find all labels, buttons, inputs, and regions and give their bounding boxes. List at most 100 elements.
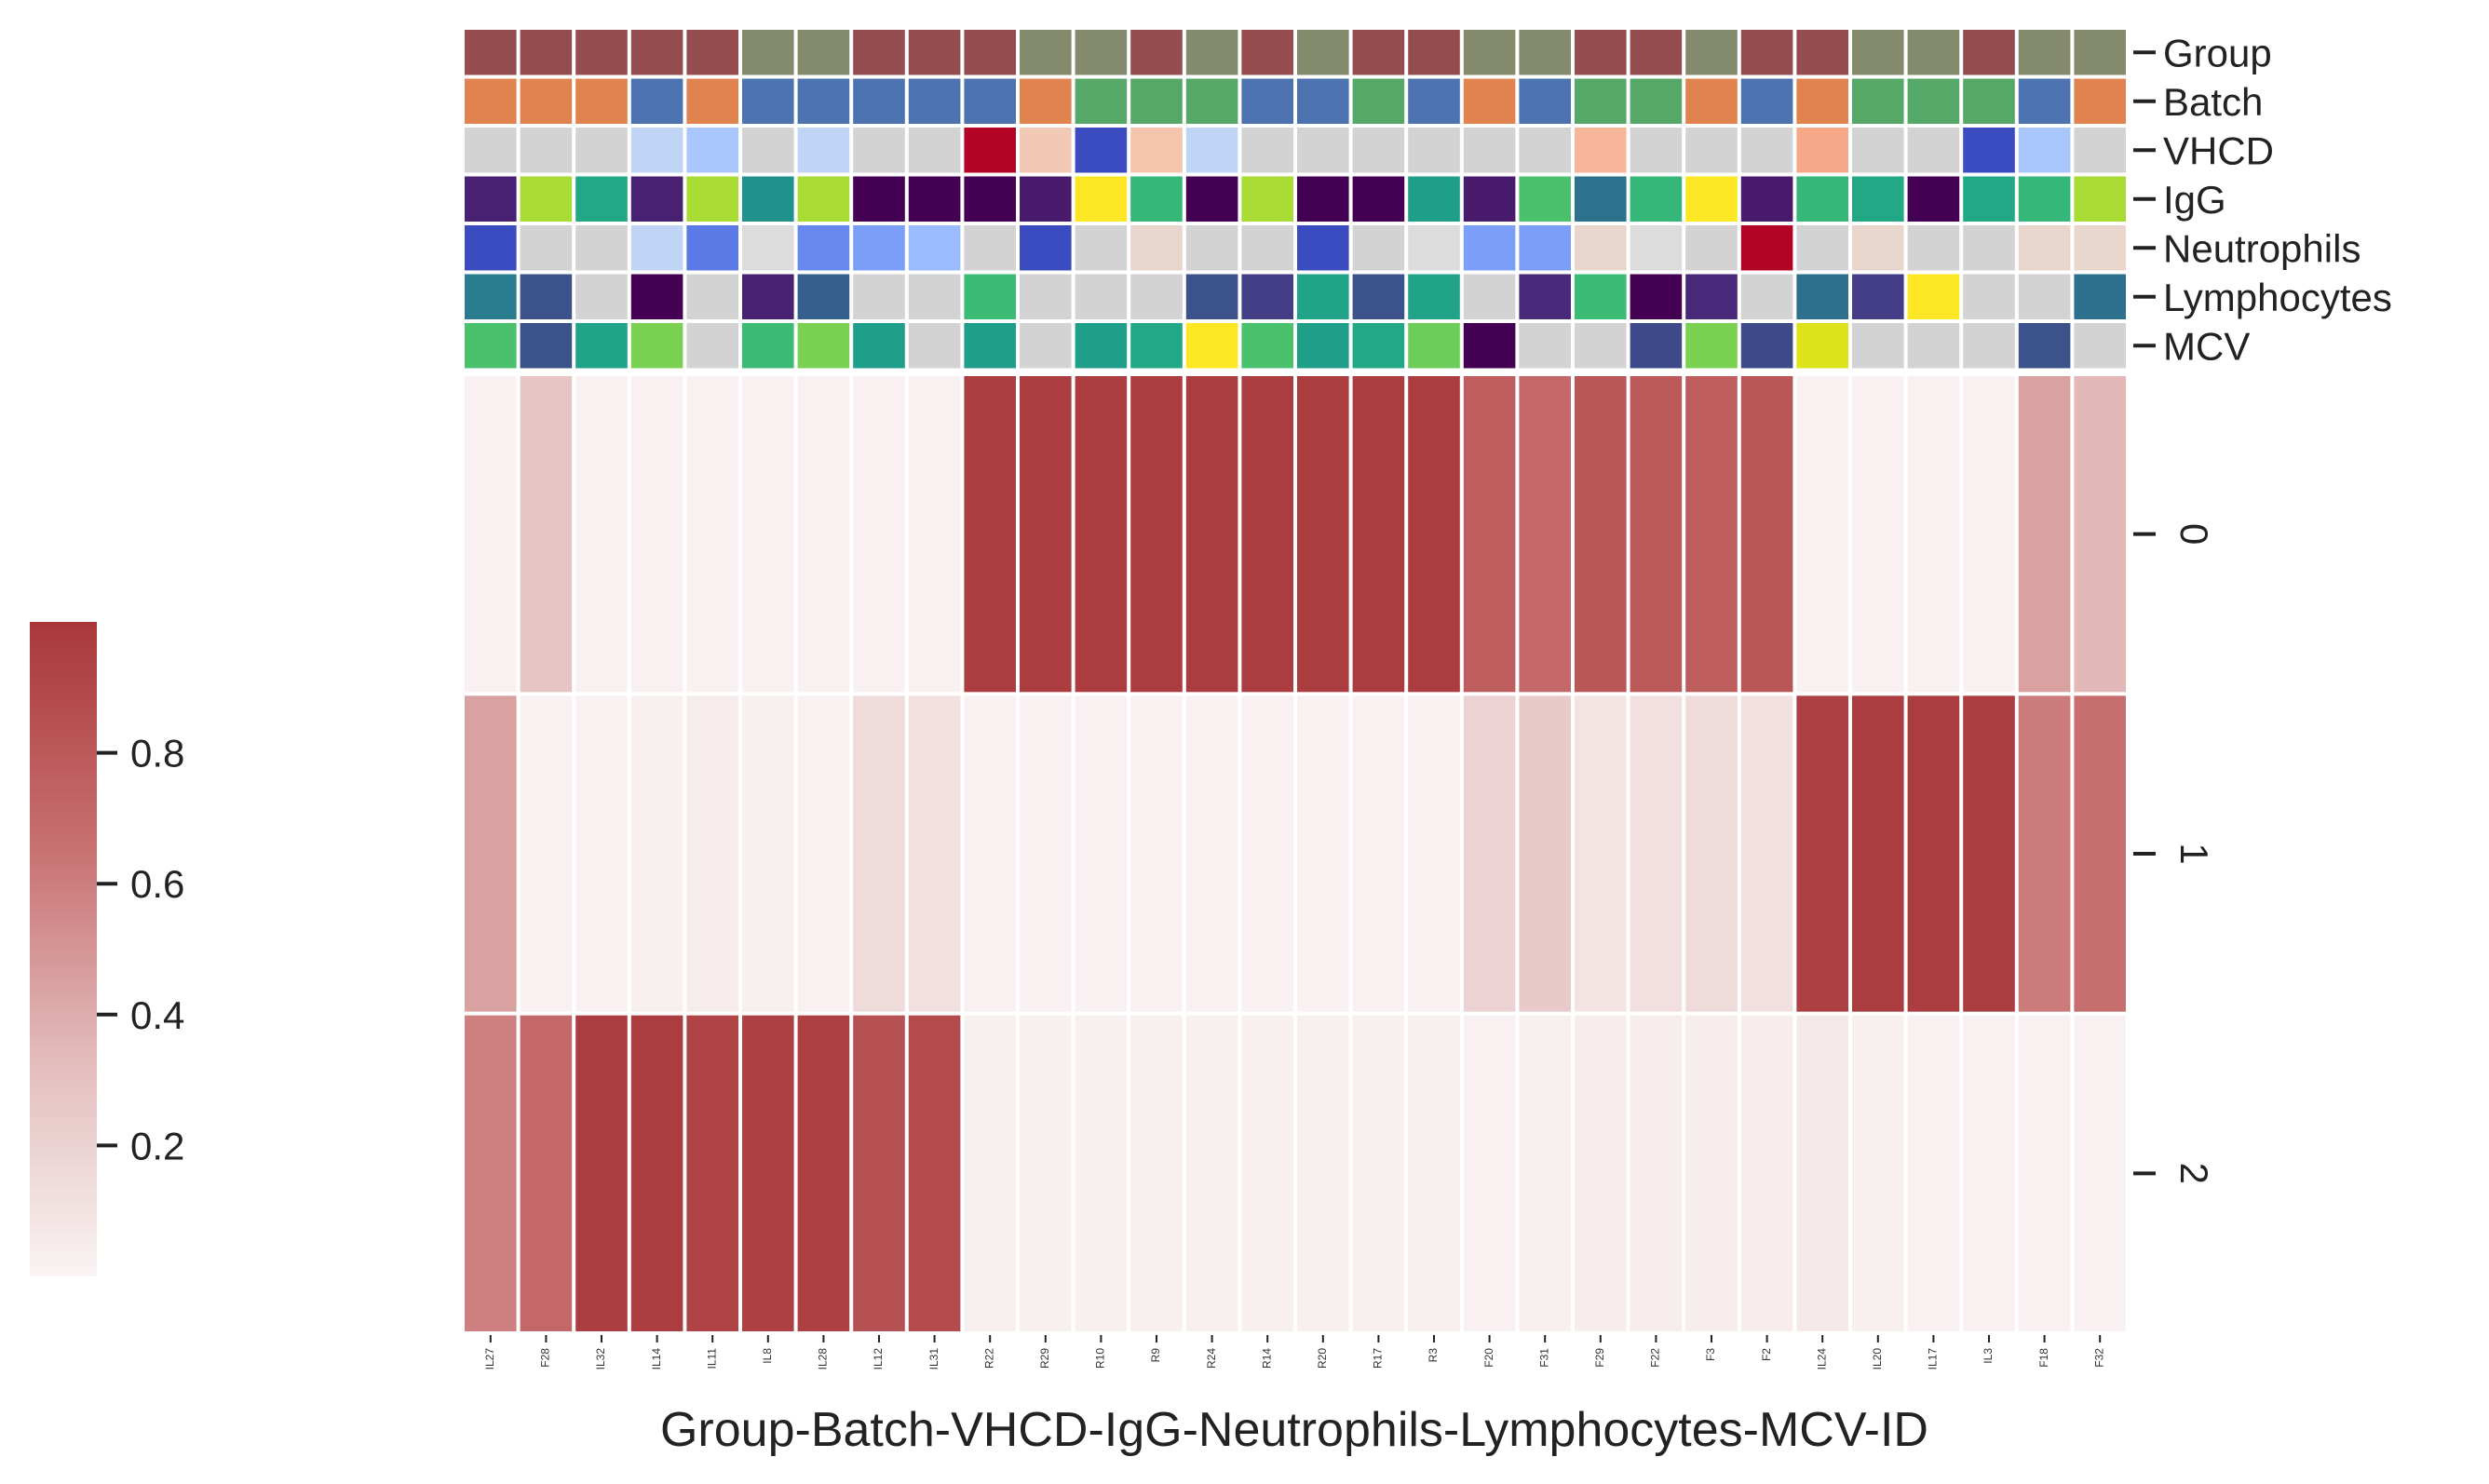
annotation-cell-igg-il14: [630, 176, 683, 222]
annotation-cell-vhcd-f3: [1685, 128, 1738, 173]
annotation-cell-igg-il28: [797, 176, 850, 222]
annotation-cell-igg-r3: [1408, 176, 1460, 222]
annotation-cell-group-f29: [1575, 30, 1627, 75]
annotation-cell-lymphocytes-r20: [1297, 274, 1349, 319]
heatmap-cell-r0-il8: [742, 376, 794, 693]
annotation-cell-vhcd-f22: [1630, 128, 1683, 173]
heatmap-cell-r1-il20: [1852, 695, 1904, 1012]
column-label-il27: IL27: [483, 1348, 496, 1370]
annotation-cell-group-r9: [1130, 30, 1183, 75]
heatmap-cell-r1-il32: [575, 695, 628, 1012]
column-label-il11: IL11: [705, 1348, 718, 1369]
column-label-il14: IL14: [650, 1348, 663, 1370]
heatmap-cell-r1-r9: [1130, 695, 1183, 1012]
heatmap-cell-r2-r9: [1130, 1015, 1183, 1331]
annotation-cell-neutrophils-il32: [575, 225, 628, 271]
heatmap-cell-r2-il27: [465, 1015, 517, 1331]
annotation-cell-igg-f31: [1519, 176, 1571, 222]
heatmap-cell-r0-r10: [1075, 376, 1128, 693]
annotation-cell-igg-il24: [1796, 176, 1848, 222]
annotation-cell-igg-il31: [908, 176, 961, 222]
heatmap-cell-r2-f2: [1740, 1015, 1793, 1331]
column-label-il20: IL20: [1871, 1348, 1884, 1370]
heatmap-cell-r1-r29: [1020, 695, 1072, 1012]
annotation-cell-batch-il20: [1852, 78, 1904, 124]
annotation-cell-group-f20: [1463, 30, 1516, 75]
annotation-cell-batch-f32: [2074, 78, 2126, 124]
annotation-cell-neutrophils-f22: [1630, 225, 1683, 271]
annotation-cell-batch-f29: [1575, 78, 1627, 124]
annotation-cell-vhcd-r9: [1130, 128, 1183, 173]
annotation-cell-lymphocytes-f29: [1575, 274, 1627, 319]
annotation-cell-neutrophils-f31: [1519, 225, 1571, 271]
heatmap-cell-r2-r3: [1408, 1015, 1460, 1331]
annotation-cell-lymphocytes-il12: [853, 274, 905, 319]
annotation-cell-lymphocytes-il3: [1963, 274, 2015, 319]
annotation-cell-igg-f3: [1685, 176, 1738, 222]
annotation-cell-mcv-f22: [1630, 323, 1683, 369]
heatmap-cell-r2-r20: [1297, 1015, 1349, 1331]
annotation-cell-mcv-il28: [797, 323, 850, 369]
annotation-cell-group-r20: [1297, 30, 1349, 75]
annotation-cell-batch-r3: [1408, 78, 1460, 124]
annotation-cell-neutrophils-il31: [908, 225, 961, 271]
annotation-cell-group-f3: [1685, 30, 1738, 75]
annotation-cell-mcv-r24: [1185, 323, 1238, 369]
column-label-il24: IL24: [1815, 1348, 1828, 1370]
annotation-cell-group-f18: [2018, 30, 2071, 75]
heatmap-cell-r2-il11: [686, 1015, 738, 1331]
column-labels: IL27 F28 IL32 IL14 IL11 IL8 IL28 IL12 IL31 R22 R29…: [483, 1335, 2105, 1369]
annotation-cell-igg-r9: [1130, 176, 1183, 222]
heatmap-cell-r1-f22: [1630, 695, 1683, 1012]
heatmap-cells: [465, 376, 2126, 1331]
annotation-cell-lymphocytes-r14: [1241, 274, 1293, 319]
annotation-cell-igg-f29: [1575, 176, 1627, 222]
column-label-f28: F28: [539, 1348, 552, 1368]
annotation-cell-lymphocytes-il24: [1796, 274, 1848, 319]
column-label-il32: IL32: [594, 1348, 607, 1370]
annotation-cell-group-il8: [742, 30, 794, 75]
annotation-cell-group-r24: [1185, 30, 1238, 75]
heatmap-cell-r1-il14: [630, 695, 683, 1012]
annotation-cell-neutrophils-r10: [1075, 225, 1128, 271]
column-label-f3: F3: [1704, 1348, 1717, 1361]
annotation-cell-mcv-il31: [908, 323, 961, 369]
heatmap-cell-r2-il24: [1796, 1015, 1848, 1331]
heatmap-cell-r2-il8: [742, 1015, 794, 1331]
annotation-cell-batch-r10: [1075, 78, 1128, 124]
annotation-cell-lymphocytes-f22: [1630, 274, 1683, 319]
annotation-cell-mcv-il24: [1796, 323, 1848, 369]
annotation-cell-lymphocytes-il27: [465, 274, 517, 319]
annotation-cell-group-r22: [964, 30, 1016, 75]
annotation-cell-mcv-f28: [520, 323, 573, 369]
annotation-cell-vhcd-r29: [1020, 128, 1072, 173]
column-label-il12: IL12: [872, 1348, 885, 1370]
heatmap-cell-r2-r29: [1020, 1015, 1072, 1331]
annotation-cell-mcv-il3: [1963, 323, 2015, 369]
annotation-cell-neutrophils-il28: [797, 225, 850, 271]
annotation-cell-batch-il17: [1907, 78, 1960, 124]
annotation-cell-lymphocytes-r9: [1130, 274, 1183, 319]
annotation-cell-neutrophils-f28: [520, 225, 573, 271]
heatmap-cell-r0-r29: [1020, 376, 1072, 693]
heatmap-cell-r0-f20: [1463, 376, 1516, 693]
annotation-cell-lymphocytes-il31: [908, 274, 961, 319]
heatmap-cell-r0-f2: [1740, 376, 1793, 693]
annotation-cell-igg-r17: [1352, 176, 1405, 222]
heatmap-cell-r0-f3: [1685, 376, 1738, 693]
column-label-f2: F2: [1760, 1348, 1773, 1361]
heatmap-cell-r0-il28: [797, 376, 850, 693]
annotation-cell-vhcd-r17: [1352, 128, 1405, 173]
annotation-cell-group-f2: [1740, 30, 1793, 75]
heatmap-cell-r0-f31: [1519, 376, 1571, 693]
annotation-cell-group-r29: [1020, 30, 1072, 75]
heatmap-cell-r1-r22: [964, 695, 1016, 1012]
annotation-cell-igg-r10: [1075, 176, 1128, 222]
annotation-cell-vhcd-il17: [1907, 128, 1960, 173]
heatmap-cell-r0-f22: [1630, 376, 1683, 693]
x-axis-label: Group-Batch-VHCD-IgG-Neutrophils-Lymphoc…: [660, 1403, 1928, 1457]
heatmap-cell-r2-f29: [1575, 1015, 1627, 1331]
annotation-label-lymphocytes: Lymphocytes: [2163, 276, 2392, 319]
heatmap-cell-r2-f31: [1519, 1015, 1571, 1331]
annotation-cell-neutrophils-r29: [1020, 225, 1072, 271]
